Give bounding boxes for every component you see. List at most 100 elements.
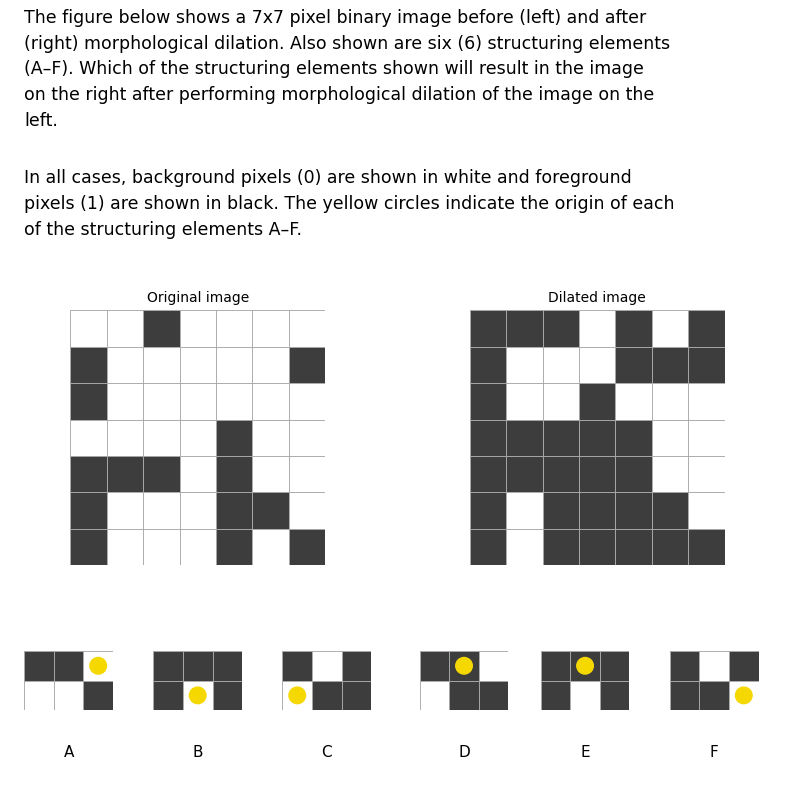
- Bar: [579, 529, 616, 565]
- Bar: [600, 681, 629, 710]
- Bar: [212, 651, 242, 681]
- Bar: [616, 419, 652, 456]
- Text: D: D: [458, 745, 470, 760]
- Bar: [143, 310, 179, 347]
- Bar: [216, 310, 253, 347]
- Bar: [179, 310, 216, 347]
- Bar: [70, 493, 107, 529]
- Bar: [70, 419, 107, 456]
- Bar: [153, 651, 183, 681]
- Text: The figure below shows a 7x7 pixel binary image before (left) and after
(right) : The figure below shows a 7x7 pixel binar…: [24, 9, 671, 130]
- Bar: [70, 456, 107, 493]
- Bar: [282, 681, 312, 710]
- Bar: [506, 456, 542, 493]
- Bar: [70, 383, 107, 419]
- Bar: [729, 681, 759, 710]
- Bar: [253, 456, 289, 493]
- Bar: [107, 493, 143, 529]
- Bar: [616, 347, 652, 383]
- Bar: [341, 681, 371, 710]
- Bar: [688, 456, 725, 493]
- Bar: [688, 347, 725, 383]
- Bar: [688, 419, 725, 456]
- Bar: [179, 456, 216, 493]
- Bar: [470, 310, 506, 347]
- Circle shape: [577, 657, 593, 674]
- Title: Dilated image: Dilated image: [548, 291, 646, 305]
- Circle shape: [90, 657, 107, 674]
- Bar: [107, 456, 143, 493]
- Bar: [83, 651, 113, 681]
- Bar: [506, 419, 542, 456]
- Bar: [579, 456, 616, 493]
- Bar: [289, 493, 325, 529]
- Bar: [616, 529, 652, 565]
- Bar: [183, 651, 212, 681]
- Bar: [600, 651, 629, 681]
- Bar: [542, 529, 579, 565]
- Bar: [143, 529, 179, 565]
- Bar: [542, 383, 579, 419]
- Bar: [616, 493, 652, 529]
- Bar: [688, 529, 725, 565]
- Bar: [282, 651, 312, 681]
- Bar: [616, 456, 652, 493]
- Bar: [153, 681, 183, 710]
- Bar: [700, 651, 729, 681]
- Bar: [670, 651, 700, 681]
- Bar: [470, 347, 506, 383]
- Bar: [542, 419, 579, 456]
- Bar: [420, 651, 449, 681]
- Bar: [542, 456, 579, 493]
- Bar: [24, 681, 54, 710]
- Bar: [54, 651, 83, 681]
- Bar: [216, 419, 253, 456]
- Bar: [70, 347, 107, 383]
- Bar: [449, 681, 479, 710]
- Bar: [579, 419, 616, 456]
- Bar: [289, 419, 325, 456]
- Bar: [289, 310, 325, 347]
- Bar: [216, 493, 253, 529]
- Bar: [289, 456, 325, 493]
- Bar: [571, 651, 600, 681]
- Bar: [179, 419, 216, 456]
- Bar: [143, 493, 179, 529]
- Circle shape: [735, 687, 752, 704]
- Bar: [506, 529, 542, 565]
- Bar: [420, 681, 449, 710]
- Bar: [253, 347, 289, 383]
- Bar: [652, 383, 688, 419]
- Bar: [542, 493, 579, 529]
- Bar: [216, 347, 253, 383]
- Bar: [579, 383, 616, 419]
- Bar: [253, 493, 289, 529]
- Bar: [143, 419, 179, 456]
- Bar: [253, 419, 289, 456]
- Bar: [312, 651, 341, 681]
- Bar: [183, 681, 212, 710]
- Bar: [253, 310, 289, 347]
- Bar: [506, 383, 542, 419]
- Text: A: A: [64, 745, 73, 760]
- Bar: [107, 347, 143, 383]
- Bar: [107, 419, 143, 456]
- Text: F: F: [710, 745, 718, 760]
- Bar: [506, 493, 542, 529]
- Bar: [179, 347, 216, 383]
- Bar: [470, 456, 506, 493]
- Bar: [479, 651, 508, 681]
- Bar: [688, 310, 725, 347]
- Bar: [179, 529, 216, 565]
- Title: Original image: Original image: [147, 291, 249, 305]
- Bar: [571, 681, 600, 710]
- Bar: [579, 493, 616, 529]
- Bar: [470, 493, 506, 529]
- Bar: [470, 383, 506, 419]
- Bar: [216, 529, 253, 565]
- Bar: [470, 419, 506, 456]
- Bar: [479, 681, 508, 710]
- Bar: [688, 493, 725, 529]
- Bar: [212, 681, 242, 710]
- Circle shape: [456, 657, 472, 674]
